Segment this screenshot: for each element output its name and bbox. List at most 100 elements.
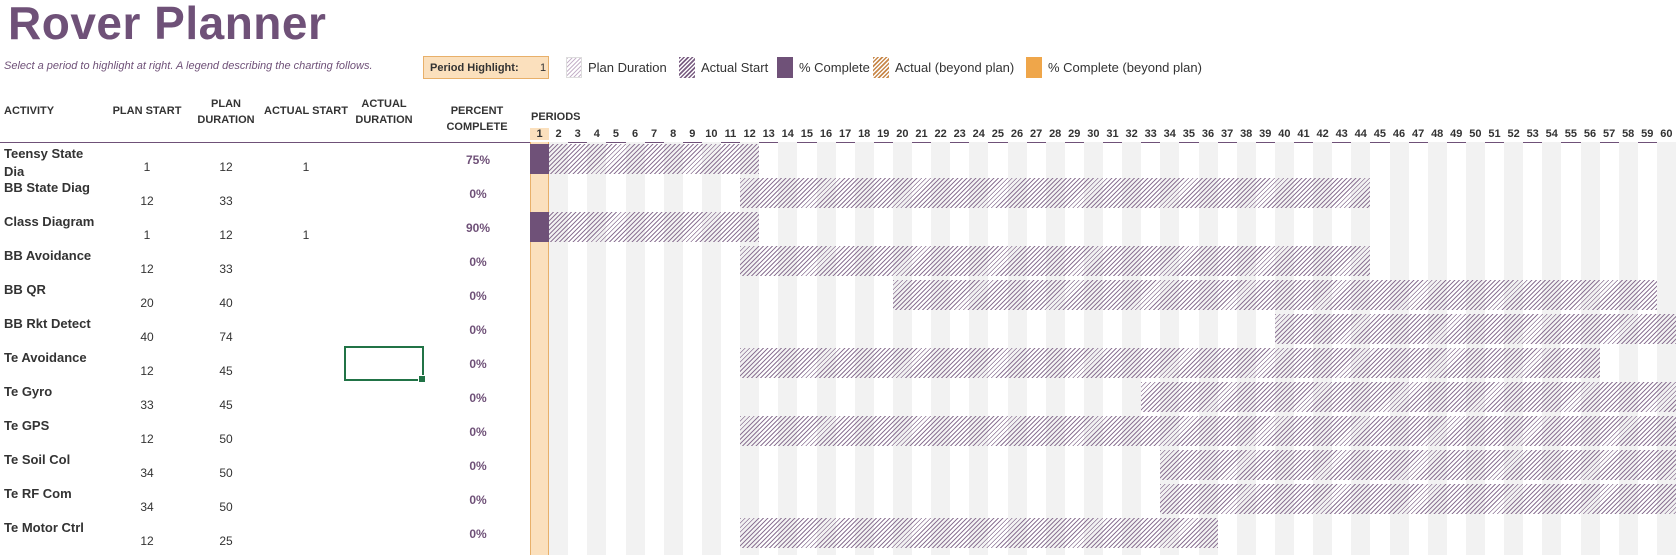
instructions-text: Select a period to highlight at right. A… [4,60,373,72]
period-number: 11 [724,128,737,140]
percent-complete-cell: 0% [469,493,487,507]
activity-name: BB Rkt Detect [4,316,91,331]
percent-complete-cell: 0% [469,289,487,303]
plan-duration-bar [740,246,1371,276]
period-number: 3 [574,128,581,140]
percent-complete-marker [530,144,550,174]
percent-complete-cell: 0% [469,425,487,439]
actual-start-cell: 1 [302,160,310,174]
plan-duration-bar [530,144,760,174]
header-plan-duration: PLAN DURATION [197,98,255,126]
period-highlight-value[interactable]: 1 [540,61,547,74]
period-number: 23 [953,128,966,140]
period-number: 25 [991,128,1005,140]
period-number: 5 [612,128,619,140]
percent-complete-cell: 0% [469,527,487,541]
plan-start-cell: 12 [140,534,154,548]
header-actual-start: ACTUAL START [264,105,348,117]
activity-name: Te Motor Ctrl [4,520,84,535]
period-number: 29 [1068,128,1081,140]
plan-duration-cell: 74 [219,330,233,344]
header-activity: ACTIVITY [4,105,55,117]
period-number: 60 [1660,128,1673,140]
period-number: 24 [972,128,985,140]
plan-duration-cell: 50 [219,466,233,480]
period-number: 46 [1392,128,1406,140]
plan-start-cell: 12 [140,364,154,378]
period-number: 34 [1163,128,1176,140]
period-number: 48 [1431,128,1444,140]
period-column [625,142,645,555]
period-number: 17 [838,128,852,140]
plan-duration-swatch [566,57,582,78]
activity-name: Te Soil Col [4,452,71,467]
period-number: 45 [1373,128,1387,140]
period-number: 50 [1469,128,1482,140]
period-column [721,142,740,555]
period-number: 16 [819,128,833,140]
plan-duration-bar [1141,382,1676,412]
period-number: 56 [1583,128,1597,140]
plan-duration-bar [740,416,1676,446]
actual-start-cell: 1 [302,228,310,242]
period-number: 1 [530,128,549,140]
activity-name: BB State Diag [4,180,90,195]
period-number: 9 [689,128,696,140]
plan-duration-bar [530,212,760,242]
period-column [549,142,569,555]
plan-start-cell: 40 [140,330,154,344]
plan-start-cell: 34 [140,500,154,514]
plan-start-cell: 1 [143,228,151,242]
period-number: 15 [800,128,814,140]
period-number: 6 [631,128,639,140]
header-plan-start: PLAN START [112,105,182,117]
percent-complete-marker [530,212,550,242]
period-column [683,142,702,555]
plan-start-cell: 1 [143,160,151,174]
selected-cell[interactable] [344,346,426,383]
legend-label: % Complete [799,60,870,75]
page-title: Rover Planner [8,0,327,49]
legend-percent-complete-beyond: % Complete (beyond plan) [1026,57,1202,78]
activity-name: Class Diagram [4,214,95,229]
period-number: 26 [1010,128,1024,140]
period-number: 47 [1411,128,1425,140]
period-number: 7 [651,128,658,140]
percent-complete-cell: 0% [469,391,487,405]
plan-duration-cell: 45 [219,364,233,378]
header-periods: PERIODS [531,111,581,123]
period-column [606,142,625,555]
plan-start-cell: 33 [140,398,154,412]
plan-start-cell: 20 [140,296,154,310]
period-number: 4 [593,128,600,140]
plan-duration-cell: 45 [219,398,233,412]
header-divider [0,142,1676,143]
plan-duration-cell: 50 [219,500,233,514]
plan-start-cell: 12 [140,262,154,276]
period-number: 42 [1316,128,1329,140]
period-number: 44 [1354,128,1367,140]
period-column [663,142,683,555]
activity-name: Teensy State Dia [4,146,84,179]
plan-duration-bar [740,178,1371,208]
period-number: 57 [1602,128,1616,140]
percent-complete-cell: 0% [469,187,487,201]
period-number: 37 [1220,128,1234,140]
period-number: 40 [1278,128,1291,140]
period-column [530,142,549,555]
period-number: 20 [896,128,909,140]
period-number: 10 [705,128,718,140]
period-number: 52 [1507,128,1520,140]
period-highlight-control[interactable]: Period Highlight: 1 [423,56,549,79]
percent-complete-cell: 0% [469,357,487,371]
plan-duration-cell: 12 [219,228,233,242]
period-column [701,142,721,555]
period-number: 30 [1087,128,1100,140]
period-number: 27 [1029,128,1043,140]
period-number: 39 [1259,128,1272,140]
period-number: 53 [1526,128,1539,140]
period-number: 32 [1125,128,1138,140]
period-number: 43 [1335,128,1348,140]
period-number: 19 [877,128,890,140]
header-actual-duration: ACTUAL DURATION [355,98,413,126]
